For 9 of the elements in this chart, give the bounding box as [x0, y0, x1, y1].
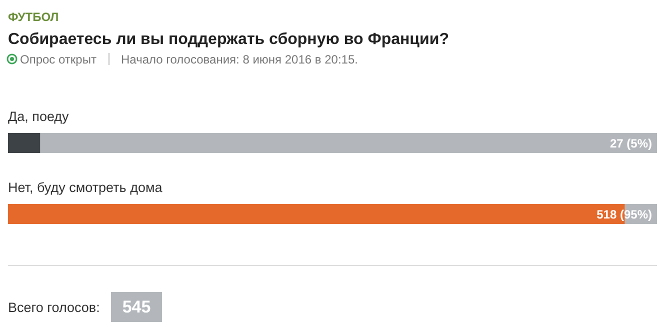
- chart-title: Собираетесь ли вы поддержать сборную во Франции?: [8, 31, 449, 48]
- chart-subtitle: Опрос открыт: [20, 52, 97, 66]
- y-tick-label: Нет, буду смотреть дома: [8, 180, 163, 195]
- text: 545: [122, 298, 151, 316]
- y-tick-label: Да, поеду: [8, 109, 70, 124]
- data-label: 27 (5%): [610, 136, 652, 150]
- text: Всего голосов:: [8, 300, 100, 315]
- text: ФУТБОЛ: [8, 10, 59, 24]
- text: Начало голосования: 8 июня 2016 в 20:15.: [121, 52, 358, 66]
